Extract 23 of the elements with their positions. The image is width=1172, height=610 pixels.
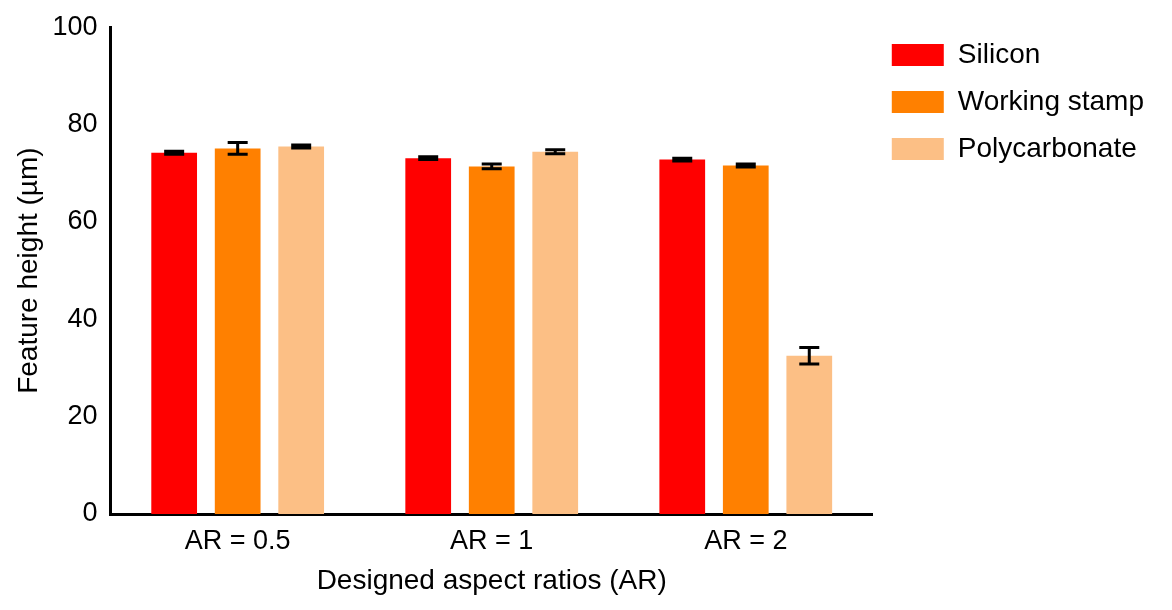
x-axis-title: Designed aspect ratios (AR) [316,563,667,595]
legend-label: Working stamp [957,84,1145,116]
bar [468,166,515,514]
bar [532,151,579,514]
legend-label: Silicon [957,37,1041,69]
y-tick-label: 80 [67,108,98,139]
y-tick-label: 40 [67,302,98,333]
y-tick-label: 60 [67,205,98,236]
bar [659,159,706,514]
bar [722,165,769,514]
legend-label: Polycarbonate [957,131,1137,163]
bar [151,152,198,514]
bar [405,158,452,514]
bar [214,148,261,514]
y-tick-label: 20 [67,400,98,431]
y-tick-label: 100 [52,10,98,41]
x-tick-label: AR = 0.5 [184,524,291,555]
bar [786,355,833,514]
y-axis-title: Feature height (µm) [11,147,43,394]
x-tick-label: AR = 2 [704,524,788,555]
bar [278,146,325,514]
x-tick-label: AR = 1 [450,524,534,555]
y-tick-label: 0 [82,497,98,528]
